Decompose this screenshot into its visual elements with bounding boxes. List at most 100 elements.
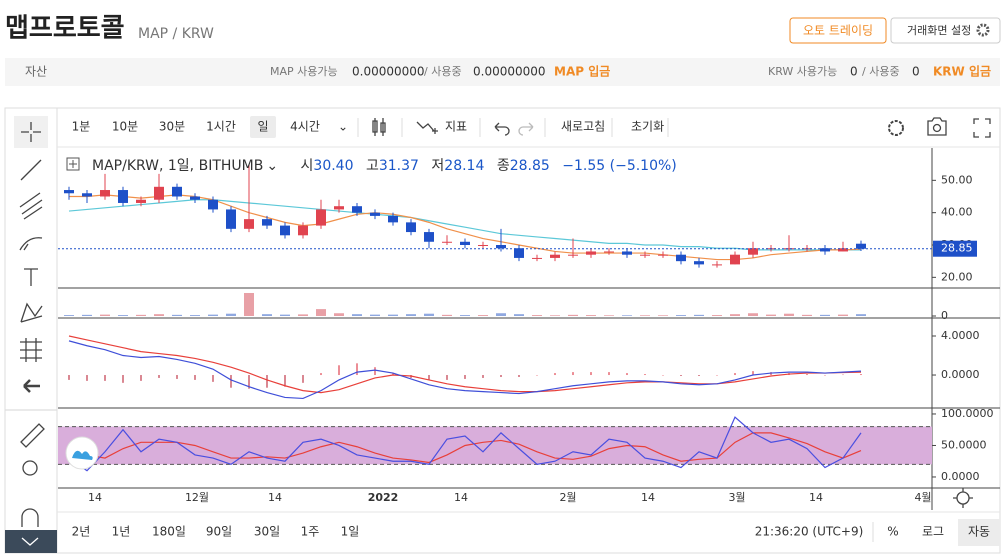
high-label: 고 bbox=[366, 158, 379, 174]
asset-label: 자산 bbox=[25, 65, 47, 79]
redo[interactable] bbox=[518, 122, 534, 136]
auto-trading-button[interactable] bbox=[789, 17, 887, 44]
macd-hist bbox=[608, 372, 610, 376]
pair: MAP / KRW bbox=[138, 26, 214, 42]
macd-hist bbox=[500, 375, 502, 377]
volume-bar bbox=[550, 315, 560, 316]
back-tool[interactable] bbox=[23, 379, 40, 393]
volume-bar bbox=[208, 314, 218, 316]
macd-hist bbox=[338, 365, 340, 376]
interval[interactable]: 10분 bbox=[112, 120, 138, 134]
magnet-tool[interactable] bbox=[21, 508, 39, 527]
low-label: 저 bbox=[431, 158, 444, 174]
macd-hist bbox=[842, 374, 844, 376]
candle-body bbox=[514, 248, 524, 258]
macd-hist bbox=[176, 375, 178, 379]
log-toggle[interactable]: 로그 bbox=[922, 525, 944, 539]
axis-settings[interactable] bbox=[953, 488, 973, 508]
range[interactable]: 180일 bbox=[152, 525, 186, 539]
app-badge[interactable] bbox=[65, 436, 99, 470]
low: 28.14 bbox=[444, 158, 484, 174]
last-price: 28.85 bbox=[941, 242, 973, 255]
volume-bar bbox=[658, 315, 668, 316]
last-price-box bbox=[933, 240, 977, 257]
interval-more[interactable]: ⌄ bbox=[338, 120, 348, 134]
stoch-band bbox=[58, 426, 932, 465]
interval[interactable]: 1분 bbox=[72, 120, 91, 134]
fib-tool[interactable] bbox=[19, 192, 43, 220]
macd-hist bbox=[698, 375, 700, 376]
volume-bar bbox=[244, 292, 254, 316]
candle-body bbox=[262, 219, 272, 226]
macd-hist bbox=[356, 363, 358, 376]
interval[interactable]: 1시간 bbox=[206, 120, 236, 134]
macd-hist bbox=[680, 375, 682, 376]
candle-body bbox=[64, 190, 74, 194]
macd-hist bbox=[194, 375, 196, 380]
macd-hist bbox=[122, 375, 124, 383]
tool-selected bbox=[14, 116, 48, 148]
pattern-tool[interactable] bbox=[20, 302, 43, 323]
refresh[interactable]: 새로고침 bbox=[561, 120, 605, 134]
candle-body bbox=[352, 206, 362, 213]
auto-toggle[interactable]: 자동 bbox=[968, 525, 990, 539]
snapshot[interactable] bbox=[927, 117, 947, 136]
macd-hist bbox=[428, 375, 430, 380]
range[interactable]: 90일 bbox=[206, 525, 232, 539]
interval[interactable]: 30분 bbox=[159, 120, 185, 134]
macd-signal bbox=[68, 335, 862, 394]
volume-bar bbox=[172, 314, 182, 316]
candle-body bbox=[100, 190, 110, 197]
krw-deposit[interactable]: KRW 입금 bbox=[933, 65, 991, 79]
indicator[interactable]: 지표 bbox=[445, 120, 467, 134]
chart-toolbar: ⌄ 지표 새로고침 초기화 bbox=[338, 117, 991, 138]
open-label: 시 bbox=[301, 158, 314, 174]
ruler-tool[interactable] bbox=[20, 423, 45, 448]
map-deposit[interactable]: MAP 입금 bbox=[554, 65, 610, 79]
tools-toggle[interactable] bbox=[5, 530, 57, 553]
volume-bar bbox=[406, 314, 416, 316]
candle-body bbox=[640, 254, 650, 256]
candle-body bbox=[424, 232, 434, 242]
crosshair-tool[interactable] bbox=[21, 122, 41, 142]
range[interactable]: 1년 bbox=[112, 525, 131, 539]
measure-tool[interactable] bbox=[20, 338, 42, 362]
interval[interactable]: 일 bbox=[257, 120, 268, 134]
x-label: 14 bbox=[268, 491, 282, 504]
ma-long bbox=[68, 199, 861, 251]
candle-body bbox=[532, 257, 542, 259]
y-tick-label: 4.0000 bbox=[941, 329, 980, 342]
legend-caret[interactable]: ⌄ bbox=[266, 158, 278, 174]
macd-hist bbox=[734, 373, 736, 376]
macd-hist bbox=[320, 373, 322, 376]
volume-bar bbox=[118, 315, 128, 316]
y-tick-label: 0 bbox=[941, 309, 948, 322]
zoom-tool[interactable] bbox=[22, 460, 38, 476]
text-tool[interactable] bbox=[24, 268, 38, 286]
candle-body bbox=[316, 209, 326, 226]
candle-type[interactable] bbox=[372, 118, 386, 136]
line-tool[interactable] bbox=[20, 159, 42, 181]
brush-tool[interactable] bbox=[19, 237, 43, 251]
candle-body bbox=[172, 186, 182, 197]
macd-line bbox=[68, 340, 862, 400]
chart-settings[interactable] bbox=[888, 120, 904, 136]
legend: MAP/KRW, 1일, BITHUMB ⌄ 시30.40 고31.37 저28.… bbox=[92, 158, 677, 174]
range[interactable]: 1주 bbox=[301, 525, 320, 539]
interval[interactable]: 4시간 bbox=[290, 120, 320, 134]
macd-hist bbox=[374, 367, 376, 376]
settings-button[interactable] bbox=[890, 17, 1001, 44]
range[interactable]: 2년 bbox=[72, 525, 91, 539]
reset[interactable]: 초기화 bbox=[631, 120, 664, 134]
volume-bar bbox=[334, 313, 344, 316]
volume-bar bbox=[802, 314, 812, 316]
legend-toggle[interactable] bbox=[66, 157, 80, 171]
percent-toggle[interactable]: % bbox=[887, 525, 898, 539]
undo[interactable] bbox=[494, 122, 510, 136]
fullscreen[interactable] bbox=[973, 118, 991, 138]
range[interactable]: 1일 bbox=[341, 525, 360, 539]
range[interactable]: 30일 bbox=[254, 525, 280, 539]
map-used-label: / 사용중 bbox=[424, 65, 462, 78]
y-tick-label: 20.00 bbox=[941, 270, 973, 283]
